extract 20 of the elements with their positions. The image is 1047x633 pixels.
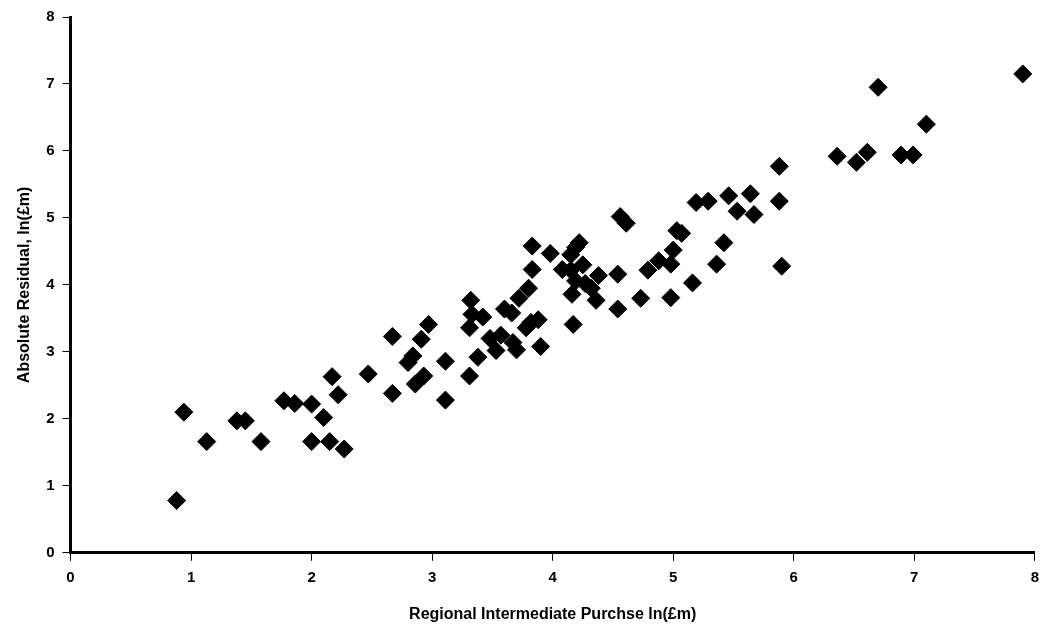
y-tick-label: 1 [46,475,55,493]
y-tick-label: 5 [46,208,55,226]
y-tick-label: 0 [46,542,55,560]
x-tick-label: 3 [427,567,437,585]
y-axis-title: Absolute Residual, ln(£m) [15,186,33,384]
x-tick-label: 5 [669,567,678,585]
x-tick-label: 7 [910,567,919,585]
x-tick-label: 1 [186,567,196,585]
x-tick-label: 4 [548,567,558,585]
y-tick-label: 8 [46,7,55,25]
y-tick-label: 7 [46,74,55,92]
y-tick-label: 4 [46,275,56,293]
x-tick-label: 0 [66,567,75,585]
x-tick-label: 2 [307,567,316,585]
y-tick-label: 6 [46,141,55,159]
x-axis-title: Regional Intermediate Purchse ln(£m) [409,604,697,622]
x-tick-label: 6 [789,567,798,585]
y-tick-label: 2 [46,408,55,426]
y-tick-label: 3 [46,342,55,360]
x-tick-label: 8 [1030,567,1039,585]
